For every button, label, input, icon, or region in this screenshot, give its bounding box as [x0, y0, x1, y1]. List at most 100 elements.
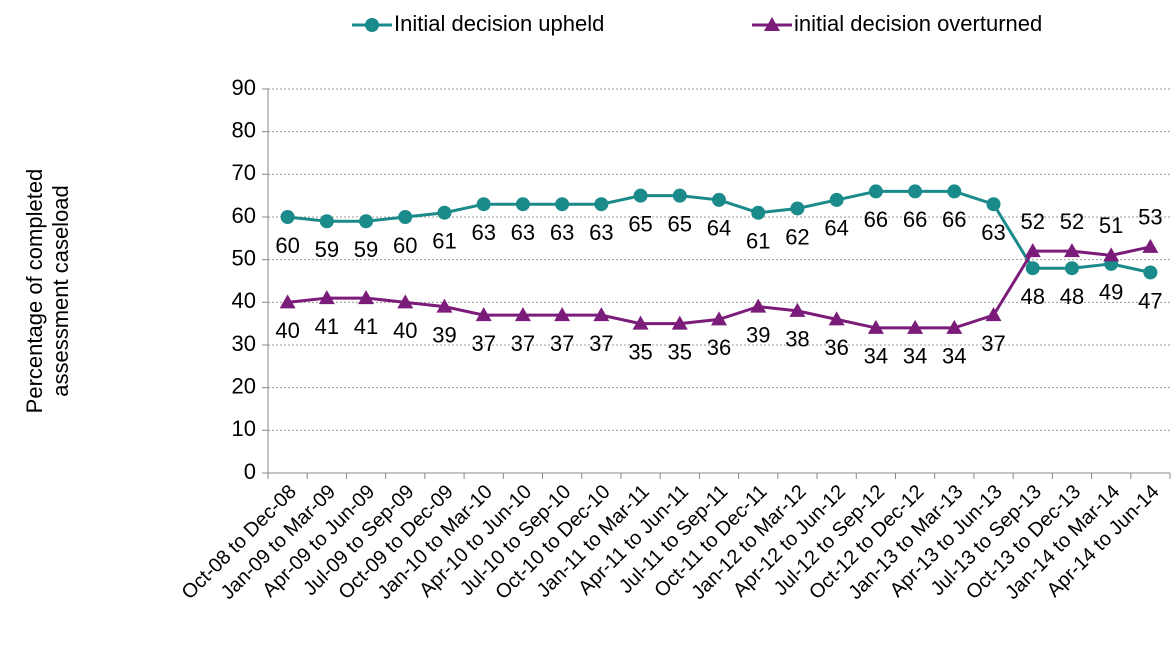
data-label: 63 — [550, 220, 574, 245]
point — [946, 319, 963, 334]
data-label: 66 — [903, 207, 927, 232]
point — [985, 307, 1002, 322]
point — [789, 302, 806, 317]
y-tick-label: 0 — [244, 459, 256, 484]
point — [1025, 261, 1040, 276]
data-label: 40 — [393, 318, 417, 343]
data-label: 37 — [511, 331, 535, 356]
data-label: 39 — [432, 322, 456, 347]
point — [1103, 247, 1120, 262]
data-label: 52 — [1020, 209, 1044, 234]
y-tick-label: 20 — [232, 373, 256, 398]
point — [867, 319, 884, 334]
data-label: 37 — [589, 331, 613, 356]
data-label: 34 — [942, 344, 966, 369]
y-tick-label: 30 — [232, 331, 256, 356]
point — [1063, 243, 1080, 258]
point — [359, 214, 374, 229]
y-tick-label: 90 — [232, 75, 256, 100]
point — [672, 188, 687, 203]
data-label: 62 — [785, 224, 809, 249]
point — [828, 311, 845, 326]
point — [1142, 238, 1159, 253]
data-label: 59 — [315, 237, 339, 262]
data-label: 61 — [432, 229, 456, 254]
data-label: 63 — [511, 220, 535, 245]
data-label: 39 — [746, 322, 770, 347]
point — [279, 294, 296, 309]
data-label: 38 — [785, 327, 809, 352]
data-label: 34 — [903, 344, 927, 369]
y-tick-label: 80 — [232, 117, 256, 142]
data-label: 48 — [1060, 284, 1084, 309]
data-label: 49 — [1099, 280, 1123, 305]
data-label: 64 — [707, 216, 731, 241]
point — [280, 210, 295, 224]
point — [751, 205, 766, 220]
point — [632, 315, 649, 330]
point — [829, 192, 844, 207]
point — [358, 290, 375, 305]
data-label: 63 — [981, 220, 1005, 245]
y-tick-label: 60 — [232, 203, 256, 228]
point — [476, 197, 491, 212]
point — [907, 319, 924, 334]
y-tick-label: 70 — [232, 160, 256, 185]
point — [555, 197, 570, 212]
data-label: 59 — [354, 237, 378, 262]
point — [436, 298, 453, 313]
data-label: 47 — [1138, 288, 1162, 313]
y-tick-label: 40 — [232, 288, 256, 313]
data-label: 36 — [824, 335, 848, 360]
point — [319, 214, 334, 229]
point — [790, 201, 805, 216]
legend-label: Initial decision upheld — [394, 11, 604, 36]
data-label: 53 — [1138, 205, 1162, 230]
data-label: 60 — [275, 233, 299, 258]
point — [398, 210, 413, 224]
data-label: 37 — [550, 331, 574, 356]
data-label: 37 — [981, 331, 1005, 356]
data-label: 66 — [864, 207, 888, 232]
point — [437, 205, 452, 220]
data-label: 34 — [864, 344, 888, 369]
point — [633, 188, 648, 203]
data-label: 35 — [668, 339, 692, 364]
y-tick-label: 50 — [232, 245, 256, 270]
point — [1024, 243, 1041, 258]
data-label: 35 — [628, 339, 652, 364]
point — [593, 307, 610, 322]
point — [594, 197, 609, 212]
legend-marker — [365, 18, 379, 32]
data-label: 41 — [354, 314, 378, 339]
point — [712, 192, 726, 207]
legend-marker — [764, 17, 780, 31]
data-label: 63 — [589, 220, 613, 245]
point — [397, 294, 414, 309]
legend-label: initial decision overturned — [794, 11, 1042, 36]
data-label: 63 — [471, 220, 495, 245]
point — [711, 311, 727, 326]
data-label: 40 — [275, 318, 299, 343]
data-label: 37 — [471, 331, 495, 356]
y-tick-label: 10 — [232, 416, 256, 441]
data-label: 48 — [1020, 284, 1044, 309]
data-label: 61 — [746, 229, 770, 254]
point — [554, 307, 571, 322]
point — [671, 315, 688, 330]
point — [750, 298, 767, 313]
point — [908, 184, 923, 199]
data-label: 41 — [315, 314, 339, 339]
data-label: 60 — [393, 233, 417, 258]
point — [947, 184, 962, 199]
point — [1143, 265, 1158, 280]
data-label: 64 — [824, 216, 848, 241]
data-label: 65 — [628, 211, 652, 236]
point — [986, 197, 1001, 212]
data-label: 66 — [942, 207, 966, 232]
point — [1064, 261, 1079, 276]
point — [868, 184, 883, 199]
point — [318, 290, 335, 305]
